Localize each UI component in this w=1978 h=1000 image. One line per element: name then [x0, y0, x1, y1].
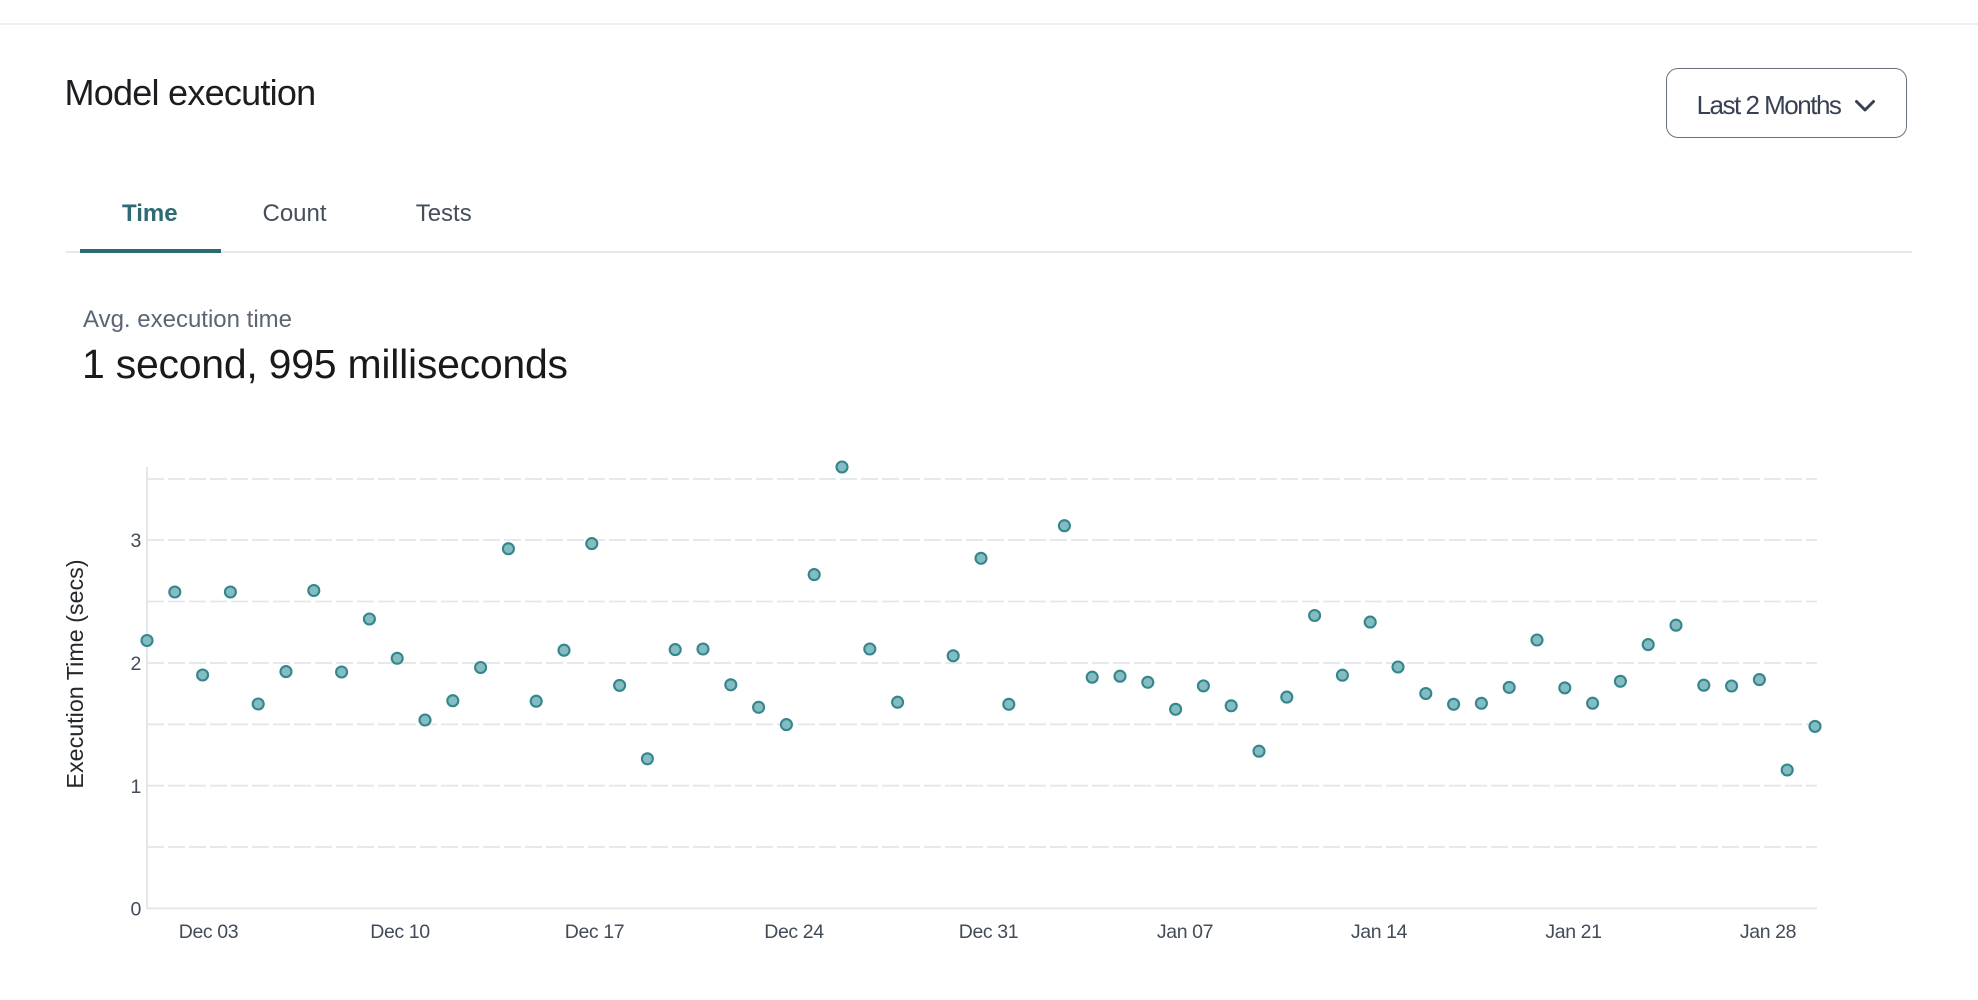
svg-text:3: 3	[131, 530, 141, 552]
svg-text:Dec 03: Dec 03	[179, 921, 238, 943]
svg-text:Dec 24: Dec 24	[764, 921, 824, 943]
svg-text:Dec 10: Dec 10	[370, 921, 430, 943]
svg-text:1: 1	[131, 776, 141, 798]
svg-text:Jan 14: Jan 14	[1351, 921, 1408, 943]
svg-text:Jan 21: Jan 21	[1545, 921, 1601, 943]
svg-text:Dec 17: Dec 17	[565, 921, 624, 943]
svg-text:0: 0	[131, 899, 142, 921]
svg-text:Execution Time (secs): Execution Time (secs)	[62, 559, 88, 788]
svg-text:Jan 28: Jan 28	[1740, 921, 1796, 943]
svg-text:Jan 07: Jan 07	[1157, 921, 1213, 943]
svg-text:2: 2	[131, 653, 141, 675]
svg-text:Dec 31: Dec 31	[959, 921, 1018, 943]
